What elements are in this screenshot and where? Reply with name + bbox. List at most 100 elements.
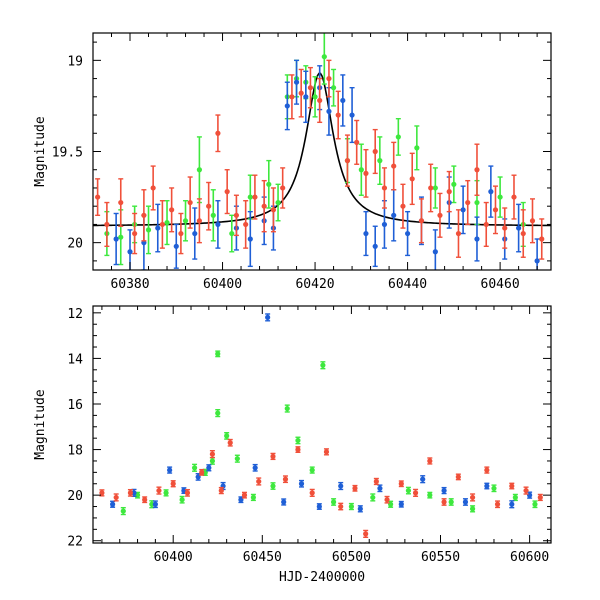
x-tick-label: 60600 bbox=[510, 550, 549, 565]
blue-data-point bbox=[284, 81, 290, 131]
red-data-point bbox=[520, 209, 526, 258]
blue-data-point bbox=[167, 466, 173, 474]
blue-data-point bbox=[527, 491, 533, 499]
green-data-point bbox=[491, 484, 497, 493]
green-data-point bbox=[215, 350, 221, 358]
red-data-point bbox=[280, 167, 286, 209]
red-data-point bbox=[409, 152, 415, 206]
red-data-point bbox=[104, 201, 110, 248]
red-data-point bbox=[187, 176, 193, 229]
red-data-point bbox=[156, 486, 162, 495]
red-data-point bbox=[373, 477, 379, 486]
red-data-point bbox=[326, 59, 332, 98]
red-data-point bbox=[142, 496, 148, 504]
green-data-point bbox=[427, 491, 433, 499]
red-data-point bbox=[494, 500, 501, 509]
red-data-point bbox=[233, 194, 240, 237]
green-data-point bbox=[451, 165, 457, 204]
red-data-point bbox=[196, 198, 203, 244]
red-data-point bbox=[99, 489, 105, 497]
red-data-point bbox=[243, 200, 249, 249]
blue-data-point bbox=[516, 203, 522, 253]
x-tick-label: 60550 bbox=[421, 550, 460, 565]
green-data-point bbox=[266, 159, 272, 209]
green-data-point bbox=[395, 117, 401, 156]
red-data-point bbox=[446, 170, 452, 213]
red-data-point bbox=[132, 212, 138, 255]
red-data-point bbox=[384, 495, 390, 504]
blue-data-point bbox=[192, 207, 198, 260]
plot-area bbox=[99, 313, 543, 539]
x-tick-label: 60500 bbox=[332, 550, 371, 565]
red-data-point bbox=[127, 488, 134, 497]
red-data-point bbox=[113, 493, 119, 502]
red-data-point bbox=[118, 178, 124, 227]
green-data-point bbox=[295, 436, 301, 445]
red-data-point bbox=[215, 114, 221, 153]
green-data-point bbox=[164, 200, 170, 246]
green-data-point bbox=[191, 463, 198, 472]
red-data-point bbox=[455, 473, 461, 481]
green-data-point bbox=[348, 502, 355, 511]
red-data-point bbox=[307, 66, 314, 109]
blue-data-point bbox=[488, 165, 494, 218]
red-data-point bbox=[335, 90, 341, 140]
green-data-point bbox=[405, 486, 412, 495]
red-data-point bbox=[372, 128, 378, 175]
green-data-point bbox=[210, 189, 216, 242]
blue-data-point bbox=[206, 464, 212, 472]
red-data-point bbox=[261, 179, 267, 233]
green-data-point bbox=[312, 76, 318, 118]
red-data-point bbox=[150, 165, 156, 211]
red-data-point bbox=[170, 480, 176, 488]
red-data-point bbox=[227, 438, 233, 447]
red-data-point bbox=[270, 452, 276, 461]
green-data-point bbox=[469, 505, 476, 513]
blue-data-point bbox=[247, 210, 253, 268]
green-data-point bbox=[370, 493, 376, 502]
red-data-point bbox=[427, 457, 433, 465]
green-data-point bbox=[196, 136, 203, 204]
red-data-point bbox=[206, 181, 212, 231]
red-data-point bbox=[529, 198, 536, 244]
blue-data-point bbox=[265, 313, 271, 322]
blue-data-point bbox=[173, 223, 179, 269]
bottom-panel-full-light-curve: 60400 60450 60500 60550 60600 12 14 16 18 20 22 Mag… bbox=[33, 305, 552, 585]
red-data-point bbox=[502, 207, 508, 249]
red-data-point bbox=[141, 189, 147, 242]
red-data-point bbox=[241, 491, 248, 499]
blue-data-point bbox=[432, 229, 438, 270]
blue-data-point bbox=[420, 475, 426, 484]
blue-data-point bbox=[155, 203, 161, 253]
red-data-point bbox=[352, 484, 358, 492]
red-data-point bbox=[344, 134, 351, 187]
red-data-point bbox=[441, 498, 447, 506]
green-data-point bbox=[512, 493, 518, 502]
blue-data-point bbox=[474, 216, 480, 262]
green-data-point bbox=[284, 404, 290, 413]
green-data-point bbox=[321, 33, 327, 85]
blue-data-point bbox=[441, 486, 447, 495]
red-data-point bbox=[428, 163, 434, 213]
blue-data-point bbox=[281, 498, 287, 506]
blue-data-point bbox=[357, 505, 363, 513]
x-tick-label: 60420 bbox=[295, 277, 334, 292]
blue-data-point bbox=[462, 498, 469, 506]
blue-data-point bbox=[484, 482, 490, 490]
top-panel-zoomed-light-curve: 60380 60400 60420 60440 60460 19 19.5 20 Magnitu… bbox=[33, 32, 552, 292]
red-data-point bbox=[199, 468, 205, 476]
blue-data-point bbox=[252, 463, 258, 472]
y-tick-label: 12 bbox=[67, 307, 83, 322]
red-data-point bbox=[474, 143, 480, 196]
blue-data-point bbox=[340, 74, 346, 127]
blue-data-point bbox=[398, 500, 404, 508]
y-axis-title: Magnitude bbox=[33, 116, 48, 187]
y-tick-label: 18 bbox=[67, 444, 83, 459]
x-tick-label: 60440 bbox=[388, 277, 427, 292]
blue-data-point bbox=[372, 225, 378, 268]
x-tick-label: 60460 bbox=[481, 277, 520, 292]
green-data-point bbox=[145, 205, 152, 255]
red-data-point bbox=[418, 198, 425, 244]
blue-data-point bbox=[460, 185, 466, 235]
green-data-point bbox=[388, 500, 394, 508]
